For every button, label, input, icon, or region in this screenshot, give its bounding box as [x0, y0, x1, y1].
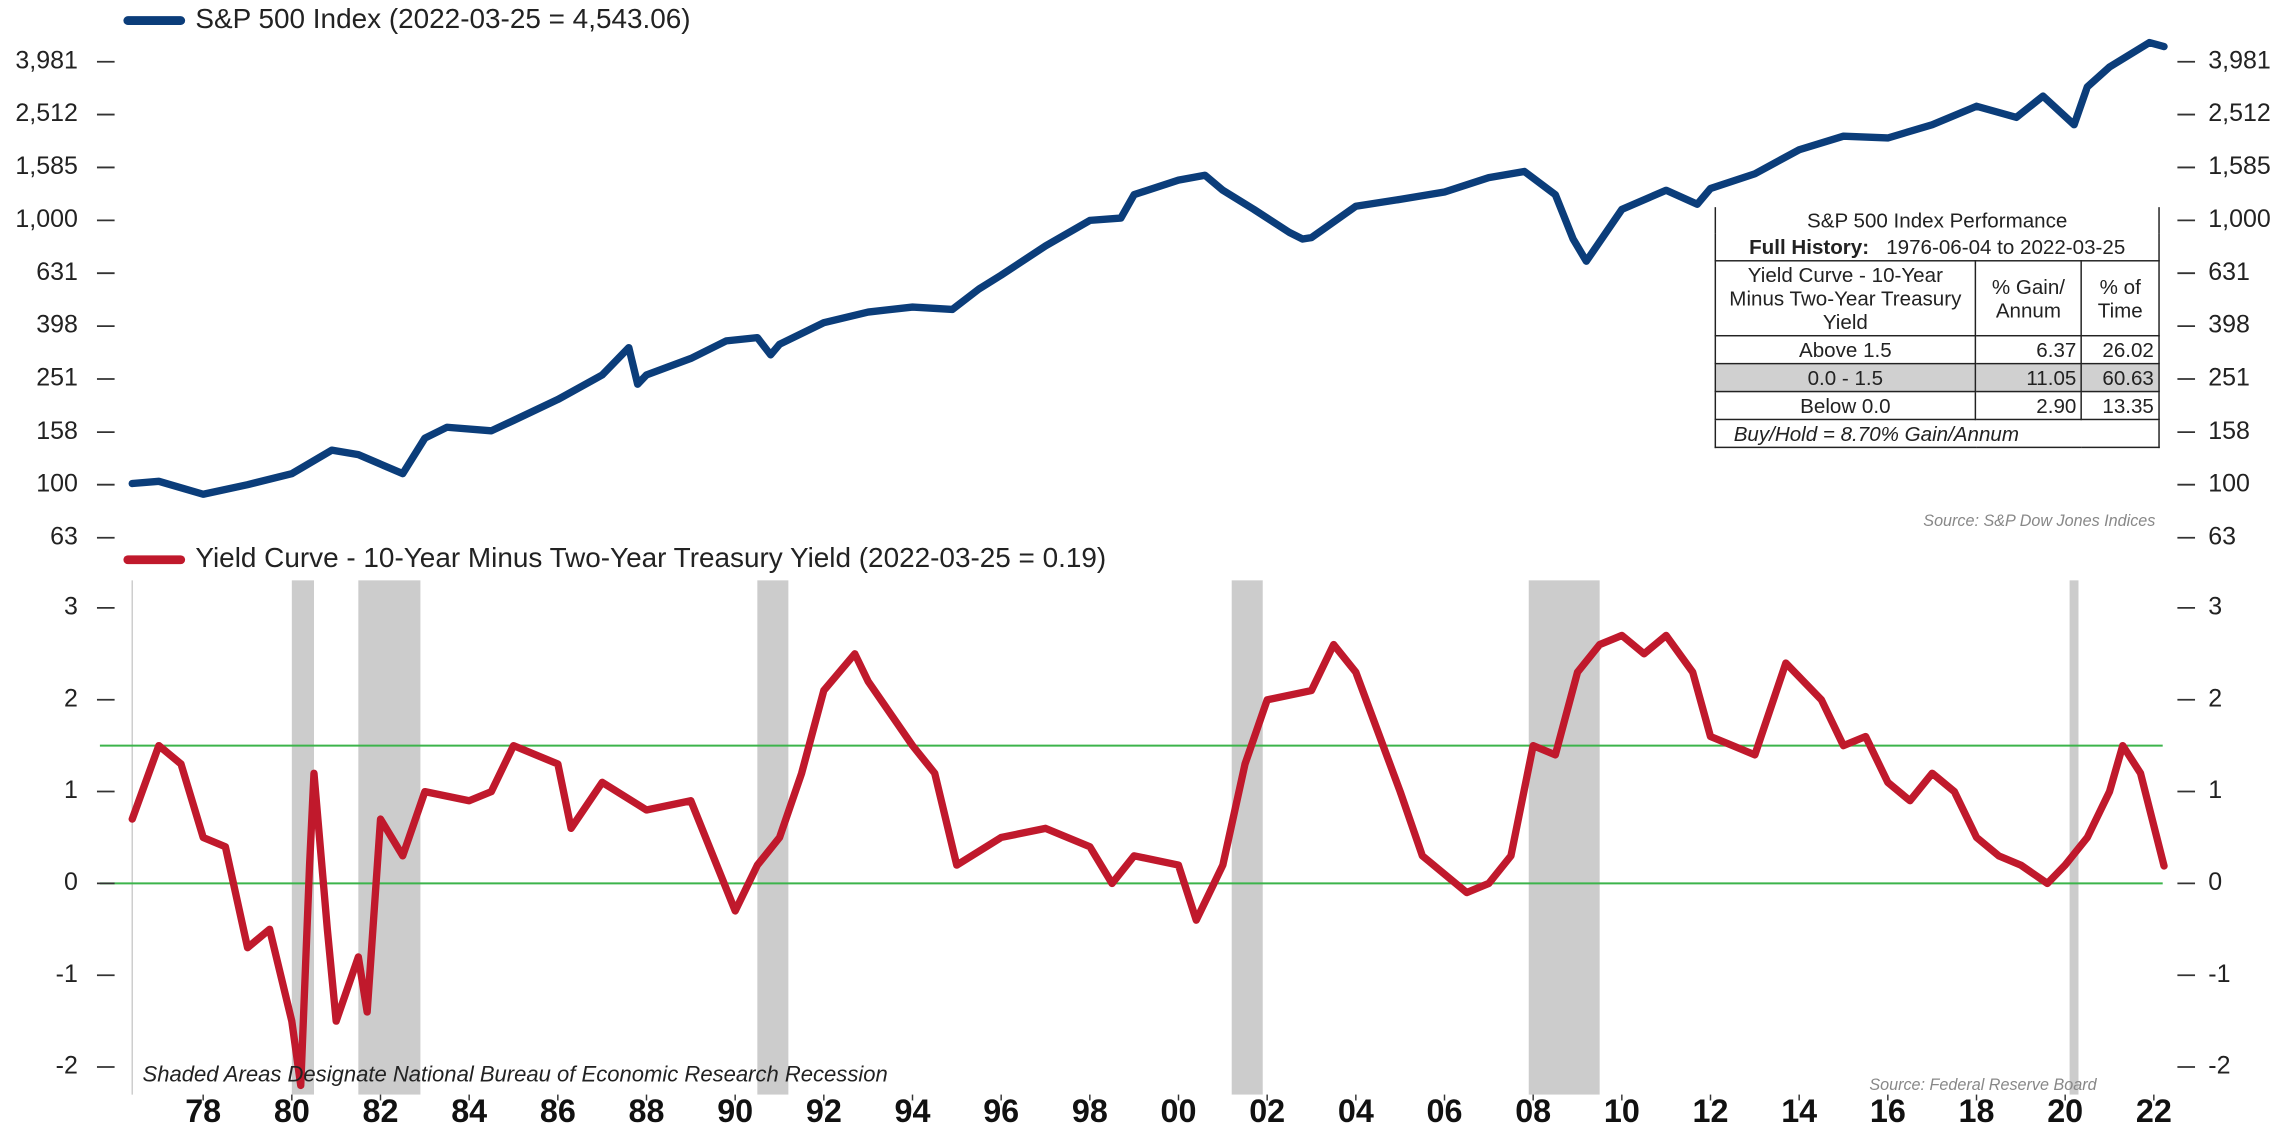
table-cell: 2.90	[1974, 390, 2083, 421]
y-tick-label-right: 1,585	[2208, 152, 2270, 180]
table-header-cell: Yield Curve - 10-Year Minus Two-Year Tre…	[1714, 260, 1977, 337]
y-tick-label: 100	[36, 469, 78, 497]
table-cell: Below 0.0	[1714, 390, 1977, 421]
y-tick-label-right: 2	[2208, 684, 2222, 712]
table-cell: Above 1.5	[1714, 334, 1977, 365]
table-cell: 11.05	[1974, 362, 2083, 393]
x-tick-label: 14	[1781, 1093, 1817, 1124]
table-header-cell: % Gain/ Annum	[1974, 260, 2083, 337]
y-tick-label: 1,000	[15, 205, 77, 233]
x-tick-label: 86	[540, 1093, 576, 1124]
y-tick-label-right: 3,981	[2208, 46, 2270, 74]
legend-label: S&P 500 Index (2022-03-25 = 4,543.06)	[195, 3, 690, 34]
table-header-cell: % of Time	[2080, 260, 2160, 337]
x-tick-label: 78	[185, 1093, 221, 1124]
y-tick-label-right: 0	[2208, 868, 2222, 896]
x-tick-label: 98	[1072, 1093, 1108, 1124]
y-tick-label: 158	[36, 417, 78, 445]
x-tick-label: 04	[1338, 1093, 1374, 1124]
y-tick-label-right: 158	[2208, 417, 2250, 445]
y-tick-label: 631	[36, 258, 78, 286]
y-tick-label: -1	[56, 960, 78, 988]
x-tick-label: 84	[451, 1093, 487, 1124]
table-row: 0.0 - 1.5 11.05 60.63	[1714, 362, 2160, 393]
series-line	[128, 38, 2168, 498]
table-cell: 13.35	[2080, 390, 2160, 421]
table-row: Below 0.0 2.90 13.35	[1714, 390, 2160, 421]
y-tick-label: 398	[36, 311, 78, 339]
y-tick-label-right: 63	[2208, 522, 2236, 550]
x-tick-label: 92	[806, 1093, 842, 1124]
y-tick-label-right: -2	[2208, 1052, 2230, 1080]
performance-table: S&P 500 Index Performance Full History: …	[1714, 207, 2160, 449]
source-bottom: Source: Federal Reserve Board	[1869, 1076, 2097, 1095]
y-tick-label: 0	[64, 868, 78, 896]
y-tick-label-right: 3	[2208, 592, 2222, 620]
table-subtitle-label: Full History:	[1749, 235, 1870, 259]
x-tick-label: 22	[2136, 1093, 2172, 1124]
table-footer: Buy/Hold = 8.70% Gain/Annum	[1714, 418, 2160, 449]
x-tick-label: 90	[717, 1093, 753, 1124]
y-tick-label-right: 2,512	[2208, 99, 2270, 127]
y-tick-label: -2	[56, 1052, 78, 1080]
legend-label: Yield Curve - 10-Year Minus Two-Year Tre…	[195, 542, 1106, 573]
x-tick-label: 96	[983, 1093, 1019, 1124]
table-cell: 6.37	[1974, 334, 2083, 365]
table-cell: 0.0 - 1.5	[1714, 362, 1977, 393]
x-tick-label: 12	[1693, 1093, 1729, 1124]
y-tick-label: 3,981	[15, 46, 77, 74]
source-top: Source: S&P Dow Jones Indices	[1923, 512, 2156, 531]
x-tick-label: 10	[1604, 1093, 1640, 1124]
table-row: Above 1.5 6.37 26.02	[1714, 334, 2160, 365]
y-tick-label-right: 100	[2208, 469, 2250, 497]
table-body: Above 1.5 6.37 26.02 0.0 - 1.5 11.05 60.63 Bel…	[1714, 334, 2160, 421]
y-tick-label: 1,585	[15, 152, 77, 180]
y-tick-label: 3	[64, 592, 78, 620]
recession-shade	[2069, 580, 2079, 1095]
x-tick-label: 02	[1249, 1093, 1285, 1124]
recession-shade	[1231, 580, 1263, 1095]
x-tick-label: 94	[895, 1093, 931, 1124]
x-tick-label: 20	[2047, 1093, 2083, 1124]
x-tick-label: 06	[1427, 1093, 1463, 1124]
x-tick-label: 08	[1515, 1093, 1551, 1124]
shading-note: Shaded Areas Designate National Bureau o…	[142, 1062, 888, 1088]
y-tick-label: 2,512	[15, 99, 77, 127]
y-tick-label-right: 251	[2208, 364, 2250, 392]
x-tick-label: 80	[274, 1093, 310, 1124]
x-tick-label: 88	[629, 1093, 665, 1124]
y-tick-label: 2	[64, 684, 78, 712]
table-title: S&P 500 Index Performance	[1714, 207, 2160, 234]
table-header: Yield Curve - 10-Year Minus Two-Year Tre…	[1714, 260, 2160, 337]
x-tick-label: 16	[1870, 1093, 1906, 1124]
y-tick-label-right: -1	[2208, 960, 2230, 988]
x-tick-label: 00	[1161, 1093, 1197, 1124]
recession-shade	[1528, 580, 1600, 1095]
table-subtitle: Full History: 1976-06-04 to 2022-03-25	[1714, 233, 2160, 262]
y-tick-label-right: 631	[2208, 258, 2250, 286]
y-tick-label: 1	[64, 776, 78, 804]
table-subtitle-value: 1976-06-04 to 2022-03-25	[1886, 235, 2126, 259]
x-tick-label: 82	[363, 1093, 399, 1124]
y-tick-label: 251	[36, 364, 78, 392]
y-tick-label-right: 1,000	[2208, 205, 2270, 233]
y-tick-label-right: 398	[2208, 311, 2250, 339]
y-tick-label-right: 1	[2208, 776, 2222, 804]
x-tick-label: 18	[1959, 1093, 1995, 1124]
recession-shade	[757, 580, 789, 1095]
table-cell: 60.63	[2080, 362, 2160, 393]
series-line	[128, 631, 2168, 1090]
y-tick-label: 63	[50, 522, 78, 550]
table-cell: 26.02	[2080, 334, 2160, 365]
